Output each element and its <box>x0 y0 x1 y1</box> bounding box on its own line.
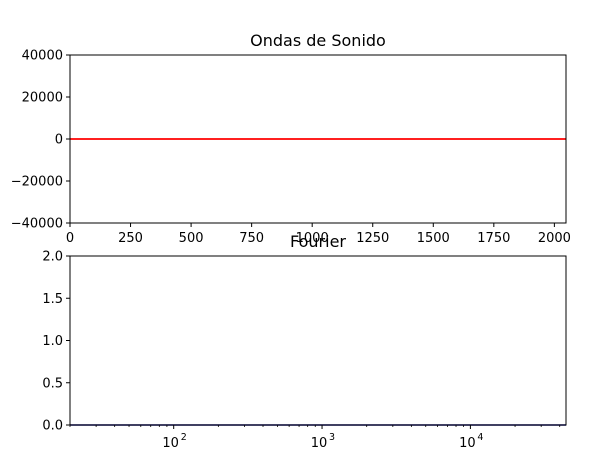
plot-area <box>69 54 567 224</box>
y-tick-label: −40000 <box>11 217 63 232</box>
x-tick-label: 1000 <box>296 231 329 246</box>
x-tick-label: 10 <box>162 436 179 451</box>
plot-frame <box>69 255 567 426</box>
x-tick-exponent: 2 <box>181 432 187 443</box>
x-tick-label: 2000 <box>538 231 571 246</box>
x-tick-label: 750 <box>239 231 264 246</box>
x-axis: 0 250 500 750 1000 1250 1500 1750 2000 <box>66 223 571 246</box>
x-tick-label: 10 <box>459 436 476 451</box>
y-tick-label: 0.0 <box>42 419 63 434</box>
plot-area <box>69 255 567 426</box>
y-tick-label: 40000 <box>22 49 63 64</box>
fourier-chart: Fourier 10 2 10 3 10 4 2.01.51.00.50.0 <box>42 232 567 451</box>
x-tick-exponent: 3 <box>329 432 335 443</box>
x-tick-label: 0 <box>66 231 74 246</box>
y-tick-label: 2.0 <box>42 250 63 265</box>
x-axis: 10 2 10 3 10 4 <box>69 425 561 451</box>
x-tick-label: 500 <box>179 231 204 246</box>
y-tick-label: 0 <box>55 133 63 148</box>
x-tick-label: 10 <box>311 436 328 451</box>
y-tick-label: 1.0 <box>42 334 63 349</box>
x-tick-label: 1500 <box>417 231 450 246</box>
x-tick-label: 1750 <box>477 231 510 246</box>
y-tick-label: 1.5 <box>42 292 63 307</box>
x-tick-label: 250 <box>118 231 143 246</box>
x-tick-label: 1250 <box>356 231 389 246</box>
y-tick-label: 0.5 <box>42 376 63 391</box>
y-tick-label: −20000 <box>11 175 63 190</box>
y-tick-label: 20000 <box>22 91 63 106</box>
y-axis: 40000 20000 0 −20000 −40000 <box>11 49 70 232</box>
chart-title: Ondas de Sonido <box>250 31 386 50</box>
chart-title: Fourier <box>290 232 346 251</box>
x-tick-exponent: 4 <box>477 432 483 443</box>
y-axis: 2.0 1.5 1.0 0.5 0.0 <box>42 250 70 434</box>
sound-wave-chart: Ondas de Sonido 0 250 500 750 1000 1250 1500 17… <box>11 31 571 246</box>
